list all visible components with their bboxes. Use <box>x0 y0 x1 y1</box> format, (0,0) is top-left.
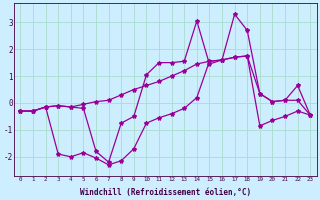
X-axis label: Windchill (Refroidissement éolien,°C): Windchill (Refroidissement éolien,°C) <box>80 188 251 197</box>
